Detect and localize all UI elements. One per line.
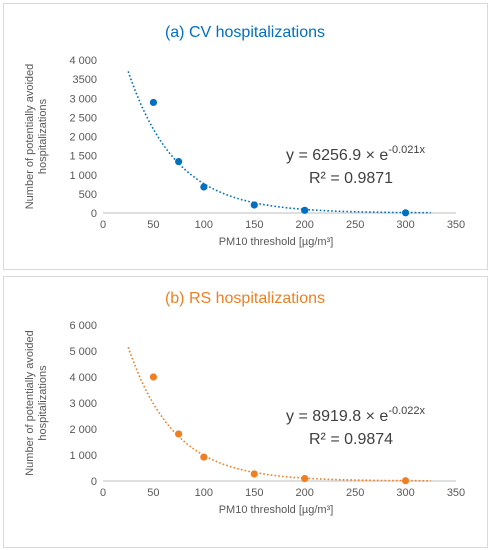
equation-exponent: -0.022x bbox=[388, 405, 425, 417]
data-point bbox=[200, 183, 208, 191]
y-tick-label: 0 bbox=[91, 476, 97, 488]
x-tick-label: 0 bbox=[100, 487, 106, 499]
x-tick-label: 150 bbox=[245, 487, 263, 499]
data-point bbox=[301, 474, 309, 483]
y-tick-label: 1 000 bbox=[69, 450, 97, 462]
x-axis-label: PM10 threshold [µg/m³] bbox=[219, 236, 334, 248]
data-point bbox=[250, 470, 258, 478]
y-axis-label: Number of potentially avoided bbox=[24, 330, 36, 476]
trendline bbox=[127, 71, 431, 214]
x-tick-label: 200 bbox=[296, 219, 314, 231]
x-tick-label: 300 bbox=[396, 487, 414, 499]
trendline-equation: y = 6256.9 × e-0.021x bbox=[286, 144, 426, 164]
x-tick-label: 300 bbox=[396, 219, 414, 231]
y-tick-label: 4 000 bbox=[69, 372, 97, 384]
cv-chart: (a) CV hospitalizations 0 50 100 150 200 250 30… bbox=[24, 24, 465, 248]
x-tick-label: 350 bbox=[447, 487, 465, 499]
data-point bbox=[301, 206, 309, 214]
data-point bbox=[149, 373, 158, 381]
y-tick-label: 3500 bbox=[73, 74, 97, 86]
y-tick-label: 2 000 bbox=[69, 132, 97, 144]
data-point bbox=[200, 453, 208, 461]
chart-title: (a) CV hospitalizations bbox=[165, 24, 325, 41]
r-squared: R² = 0.9871 bbox=[309, 170, 393, 187]
data-point bbox=[250, 201, 258, 209]
y-tick-label: 3 000 bbox=[69, 398, 97, 410]
data-point bbox=[401, 477, 410, 485]
x-tick-label: 200 bbox=[296, 487, 314, 499]
y-axis-label: hospitalizations bbox=[37, 365, 49, 441]
x-tick-label: 250 bbox=[346, 487, 364, 499]
equation-base: y = 6256.9 × e bbox=[286, 147, 388, 164]
x-tick-label: 50 bbox=[147, 219, 159, 231]
y-tick-label: 2 500 bbox=[69, 112, 97, 124]
y-tick-label: 4 000 bbox=[69, 55, 97, 67]
chart-panel-cv: (a) CV hospitalizations 0 50 100 150 200 250 30… bbox=[3, 3, 488, 270]
rs-chart: (b) RS hospitalizations 0 50 100 150 200 250 30… bbox=[24, 290, 465, 516]
data-point bbox=[175, 157, 183, 166]
y-tick-label: 1 000 bbox=[69, 170, 97, 182]
y-tick-label: 6 000 bbox=[69, 320, 97, 332]
y-axis-label: hospitalizations bbox=[37, 98, 49, 174]
y-tick-label: 2 000 bbox=[69, 424, 97, 436]
equation-base: y = 8919.8 × e bbox=[286, 408, 388, 425]
chart-panel-rs: (b) RS hospitalizations 0 50 100 150 200 250 30… bbox=[3, 276, 488, 548]
x-tick-label: 250 bbox=[346, 219, 364, 231]
x-tick-label: 100 bbox=[195, 487, 213, 499]
data-point bbox=[149, 98, 158, 107]
chart-title: (b) RS hospitalizations bbox=[165, 290, 325, 307]
x-axis-label: PM10 threshold [µg/m³] bbox=[219, 504, 334, 516]
x-tick-label: 50 bbox=[147, 487, 159, 499]
y-tick-label: 1 500 bbox=[69, 151, 97, 163]
data-point bbox=[175, 430, 183, 438]
equation-exponent: -0.021x bbox=[388, 144, 425, 156]
x-tick-label: 100 bbox=[195, 219, 213, 231]
y-tick-label: 0 bbox=[91, 208, 97, 220]
y-tick-label: 3 000 bbox=[69, 93, 97, 105]
trendline-equation: y = 8919.8 × e-0.022x bbox=[286, 405, 426, 425]
y-axis-label: Number of potentially avoided bbox=[24, 64, 36, 210]
y-tick-label: 500 bbox=[79, 189, 97, 201]
x-tick-label: 150 bbox=[245, 219, 263, 231]
x-tick-label: 0 bbox=[100, 219, 106, 231]
y-tick-label: 5 000 bbox=[69, 346, 97, 358]
r-squared: R² = 0.9874 bbox=[309, 431, 393, 448]
data-point bbox=[401, 209, 410, 217]
x-tick-label: 350 bbox=[447, 219, 465, 231]
